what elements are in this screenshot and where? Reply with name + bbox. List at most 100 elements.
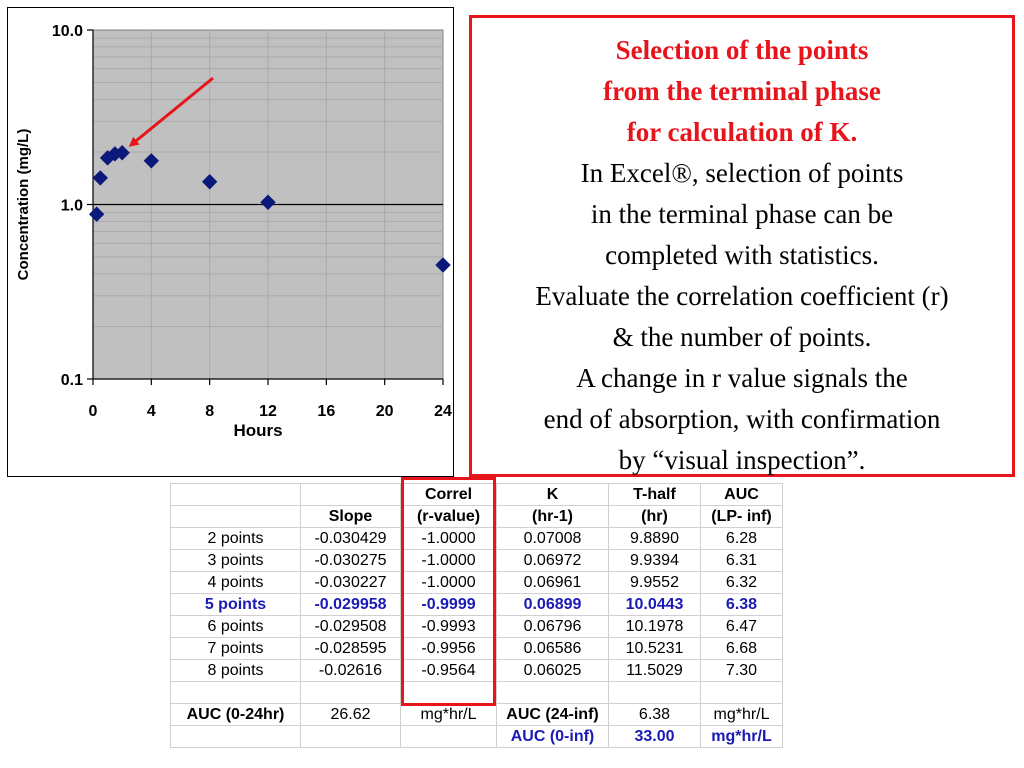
auc-cell: 6.31 bbox=[700, 549, 783, 572]
data-point bbox=[114, 145, 130, 161]
slope-cell: -0.029958 bbox=[300, 593, 401, 616]
y-tick-label: 1.0 bbox=[61, 198, 83, 215]
table-row: 3 points -0.030275 -1.0000 0.06972 9.939… bbox=[170, 549, 783, 572]
x-tick-label: 8 bbox=[205, 403, 214, 420]
slope-cell: -0.030227 bbox=[300, 571, 401, 594]
auc-0-24-value: 26.62 bbox=[300, 703, 401, 726]
y-axis-title: Concentration (mg/L) bbox=[15, 129, 32, 281]
auc-24-inf-label: AUC (24-inf) bbox=[496, 703, 609, 726]
x-tick-label: 0 bbox=[89, 403, 98, 420]
table-row: 6 points -0.029508 -0.9993 0.06796 10.19… bbox=[170, 615, 783, 638]
header-cell: (hr-1) bbox=[496, 505, 609, 528]
k-cell: 0.06899 bbox=[496, 593, 609, 616]
auc-0-24-label: AUC (0-24hr) bbox=[170, 703, 301, 726]
auc-0-inf-label: AUC (0-inf) bbox=[496, 725, 609, 748]
table-row: 4 points -0.030227 -1.0000 0.06961 9.955… bbox=[170, 571, 783, 594]
t-half-cell: 10.0443 bbox=[608, 593, 701, 616]
headline-line-1: Selection of the points bbox=[615, 35, 869, 65]
body-line-2: in the terminal phase can be bbox=[590, 199, 894, 229]
slope-cell: -0.030275 bbox=[300, 549, 401, 572]
k-cell: 0.06972 bbox=[496, 549, 609, 572]
auc-cell: 6.28 bbox=[700, 527, 783, 550]
header-cell bbox=[170, 505, 301, 528]
k-cell: 0.06796 bbox=[496, 615, 609, 638]
slope-cell: -0.028595 bbox=[300, 637, 401, 660]
data-point bbox=[143, 153, 160, 169]
correl-cell: -1.0000 bbox=[400, 527, 497, 550]
row-label: 6 points bbox=[170, 615, 301, 638]
header-cell: Correl bbox=[400, 483, 497, 506]
k-cell: 0.06961 bbox=[496, 571, 609, 594]
slope-cell: -0.029508 bbox=[300, 615, 401, 638]
header-cell: Slope bbox=[300, 505, 401, 528]
chart-frame: 10.0 1.0 0.1 0 4 8 12 16 20 24 Hours Concentration … bbox=[7, 7, 454, 477]
table-row: 2 points -0.030429 -1.0000 0.07008 9.889… bbox=[170, 527, 783, 550]
data-point bbox=[201, 174, 218, 190]
auc-cell: 6.32 bbox=[700, 571, 783, 594]
body-line-8: by “visual inspection”. bbox=[618, 445, 866, 475]
auc-0-inf-value: 33.00 bbox=[608, 725, 701, 748]
auc-total-row: AUC (0-inf) 33.00 mg*hr/L bbox=[170, 725, 783, 748]
k-cell: 0.06586 bbox=[496, 637, 609, 660]
headline-line-2: from the terminal phase bbox=[603, 76, 881, 106]
t-half-cell: 9.8890 bbox=[608, 527, 701, 550]
body-line-7: end of absorption, with confirmation bbox=[543, 404, 941, 434]
auc-24-inf-unit: mg*hr/L bbox=[700, 703, 783, 726]
data-point bbox=[88, 206, 105, 222]
table-header-row-bottom: Slope (r-value) (hr-1) (hr) (LP- inf) bbox=[170, 505, 783, 528]
body-line-3: completed with statistics. bbox=[605, 240, 879, 270]
t-half-cell: 11.5029 bbox=[608, 659, 701, 682]
header-cell: (LP- inf) bbox=[700, 505, 783, 528]
row-label: 7 points bbox=[170, 637, 301, 660]
k-cell: 0.07008 bbox=[496, 527, 609, 550]
row-label: 8 points bbox=[170, 659, 301, 682]
auc-row: AUC (0-24hr) 26.62 mg*hr/L AUC (24-inf) … bbox=[170, 703, 783, 726]
explanation-text-box: Selection of the points from the termina… bbox=[469, 15, 1015, 477]
t-half-cell: 10.5231 bbox=[608, 637, 701, 660]
correl-cell: -1.0000 bbox=[400, 571, 497, 594]
auc-cell: 6.47 bbox=[700, 615, 783, 638]
row-label: 4 points bbox=[170, 571, 301, 594]
header-cell: AUC bbox=[700, 483, 783, 506]
body-line-4: Evaluate the correlation coefficient (r) bbox=[535, 281, 949, 311]
correl-cell: -1.0000 bbox=[400, 549, 497, 572]
t-half-cell: 9.9552 bbox=[608, 571, 701, 594]
auc-cell: 6.68 bbox=[700, 637, 783, 660]
correl-cell: -0.9993 bbox=[400, 615, 497, 638]
x-axis-title: Hours bbox=[233, 421, 282, 440]
t-half-cell: 10.1978 bbox=[608, 615, 701, 638]
header-cell bbox=[300, 483, 401, 506]
row-label: 5 points bbox=[170, 593, 301, 616]
x-tick-label: 24 bbox=[434, 403, 452, 420]
concentration-chart: 10.0 1.0 0.1 0 4 8 12 16 20 24 Hours Concentration … bbox=[15, 23, 452, 440]
annotation-arrow bbox=[128, 76, 214, 147]
y-tick-label: 10.0 bbox=[52, 23, 83, 40]
header-cell: K bbox=[496, 483, 609, 506]
regression-stats-table: Correl K T-half AUC Slope (r-value) (hr-… bbox=[170, 483, 783, 748]
slope-cell: -0.030429 bbox=[300, 527, 401, 550]
headline-line-3: for calculation of K. bbox=[626, 117, 858, 147]
row-label: 3 points bbox=[170, 549, 301, 572]
table-spacer-row bbox=[170, 681, 783, 704]
auc-0-inf-unit: mg*hr/L bbox=[700, 725, 783, 748]
table-row: 7 points -0.028595 -0.9956 0.06586 10.52… bbox=[170, 637, 783, 660]
auc-24-inf-value: 6.38 bbox=[608, 703, 701, 726]
data-point bbox=[435, 257, 451, 273]
x-tick-label: 4 bbox=[147, 403, 156, 420]
table-header-row-top: Correl K T-half AUC bbox=[170, 483, 783, 506]
row-label: 2 points bbox=[170, 527, 301, 550]
slope-cell: -0.02616 bbox=[300, 659, 401, 682]
correl-cell: -0.9999 bbox=[400, 593, 497, 616]
auc-cell: 7.30 bbox=[700, 659, 783, 682]
auc-cell: 6.38 bbox=[700, 593, 783, 616]
header-cell: T-half bbox=[608, 483, 701, 506]
t-half-cell: 9.9394 bbox=[608, 549, 701, 572]
header-cell: (r-value) bbox=[400, 505, 497, 528]
table-row: 8 points -0.02616 -0.9564 0.06025 11.502… bbox=[170, 659, 783, 682]
body-line-6: A change in r value signals the bbox=[576, 363, 908, 393]
x-tick-label: 12 bbox=[259, 403, 277, 420]
k-cell: 0.06025 bbox=[496, 659, 609, 682]
data-point bbox=[92, 170, 108, 186]
y-tick-label: 0.1 bbox=[61, 372, 83, 389]
body-line-1: In Excel®, selection of points bbox=[580, 158, 904, 188]
